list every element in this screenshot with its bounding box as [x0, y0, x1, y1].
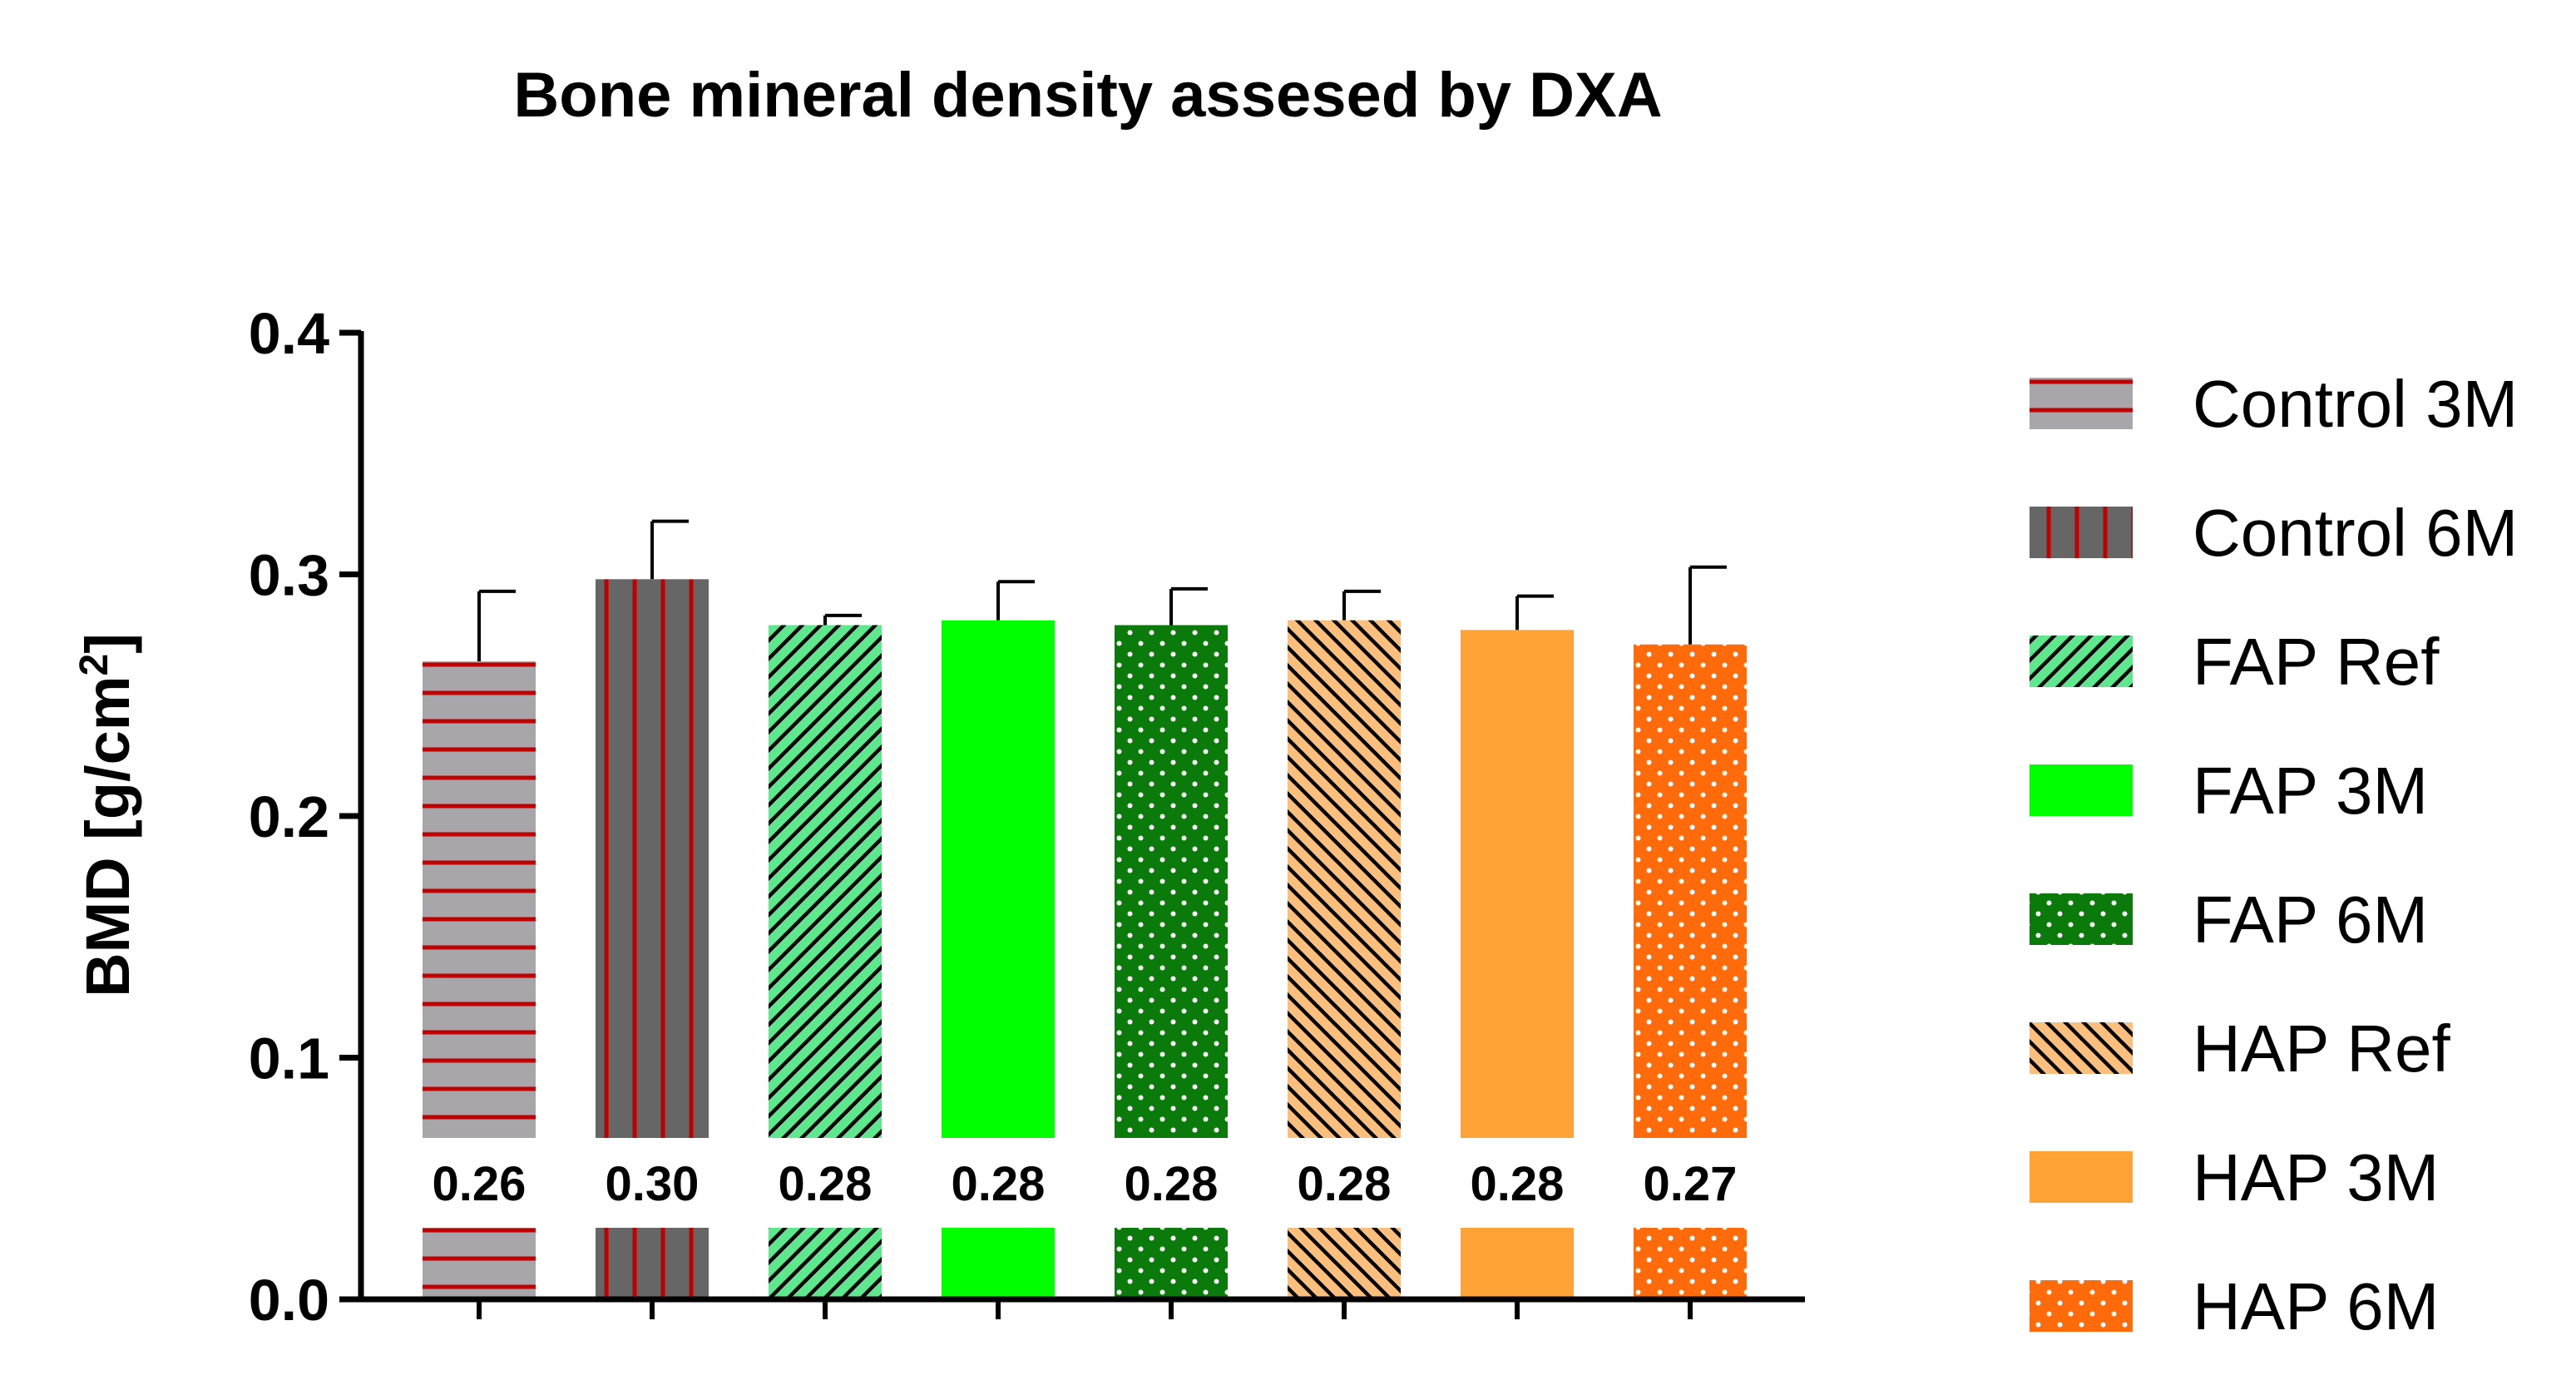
legend-item: FAP Ref: [2030, 625, 2440, 699]
bar-base: [942, 1228, 1055, 1299]
bar: [1288, 620, 1401, 1138]
bar-value-label: 0.28: [952, 1157, 1046, 1211]
bar-value-label: 0.28: [1125, 1157, 1219, 1211]
bar: [942, 620, 1055, 1138]
bar-group: 0.28: [769, 613, 882, 1319]
bar-value-label: 0.28: [1298, 1157, 1392, 1211]
bar-value-label: 0.30: [606, 1157, 700, 1211]
bar-group: 0.30: [596, 519, 709, 1319]
bar-value-label: 0.27: [1644, 1157, 1738, 1211]
bar: [1634, 644, 1747, 1138]
bar-base: [1461, 1228, 1574, 1299]
bar: [1461, 630, 1574, 1138]
legend-label: Control 6M: [2193, 496, 2518, 570]
bar-value-label: 0.28: [1471, 1157, 1565, 1211]
legend-label: HAP 6M: [2193, 1269, 2439, 1343]
y-tick-label: 0.1: [249, 1026, 329, 1091]
bar-base: [1288, 1228, 1401, 1299]
legend-item: Control 3M: [2030, 367, 2518, 441]
y-tick-label: 0.4: [249, 301, 329, 366]
bar: [1115, 625, 1228, 1138]
legend-swatch: [2030, 1151, 2133, 1203]
legend-label: HAP Ref: [2193, 1012, 2451, 1086]
legend-swatch: [2030, 893, 2133, 945]
bar-group: 0.27: [1634, 565, 1747, 1319]
legend-swatch: [2030, 507, 2133, 558]
legend-item: HAP 3M: [2030, 1140, 2439, 1214]
legend-label: FAP 6M: [2193, 883, 2428, 957]
y-axis-label: BMD [g/cm2]: [72, 633, 143, 997]
legend-item: Control 6M: [2030, 496, 2518, 570]
legend-label: HAP 3M: [2193, 1140, 2439, 1214]
legend-swatch: [2030, 764, 2133, 816]
bar: [596, 579, 709, 1138]
bar-base: [769, 1228, 882, 1299]
bar-value-label: 0.26: [433, 1157, 527, 1211]
legend-item: FAP 6M: [2030, 883, 2428, 957]
bar-base: [596, 1228, 709, 1299]
y-tick-label: 0.0: [249, 1268, 329, 1333]
bar-group: 0.28: [942, 580, 1055, 1319]
chart-title: Bone mineral density assesed by DXA: [513, 60, 1662, 131]
legend-label: FAP Ref: [2193, 625, 2440, 699]
bar-group: 0.26: [423, 589, 536, 1319]
bar: [769, 625, 882, 1138]
legend-swatch: [2030, 636, 2133, 687]
legend-swatch: [2030, 1280, 2133, 1332]
legend-item: HAP Ref: [2030, 1012, 2451, 1086]
bar-base: [1115, 1228, 1228, 1299]
legend-label: FAP 3M: [2193, 754, 2428, 828]
bar-group: 0.28: [1288, 589, 1401, 1319]
bar: [423, 661, 536, 1138]
bar-value-label: 0.28: [779, 1157, 873, 1211]
legend-item: FAP 3M: [2030, 754, 2428, 828]
bar-group: 0.28: [1115, 586, 1228, 1319]
y-tick-label: 0.2: [249, 784, 329, 849]
legend-label: Control 3M: [2193, 367, 2518, 441]
y-tick-label: 0.3: [249, 543, 329, 608]
bar-group: 0.28: [1461, 594, 1574, 1319]
bar-base: [423, 1228, 536, 1299]
bar-base: [1634, 1228, 1747, 1299]
legend-swatch: [2030, 1022, 2133, 1074]
legend-swatch: [2030, 378, 2133, 429]
legend-item: HAP 6M: [2030, 1269, 2439, 1343]
